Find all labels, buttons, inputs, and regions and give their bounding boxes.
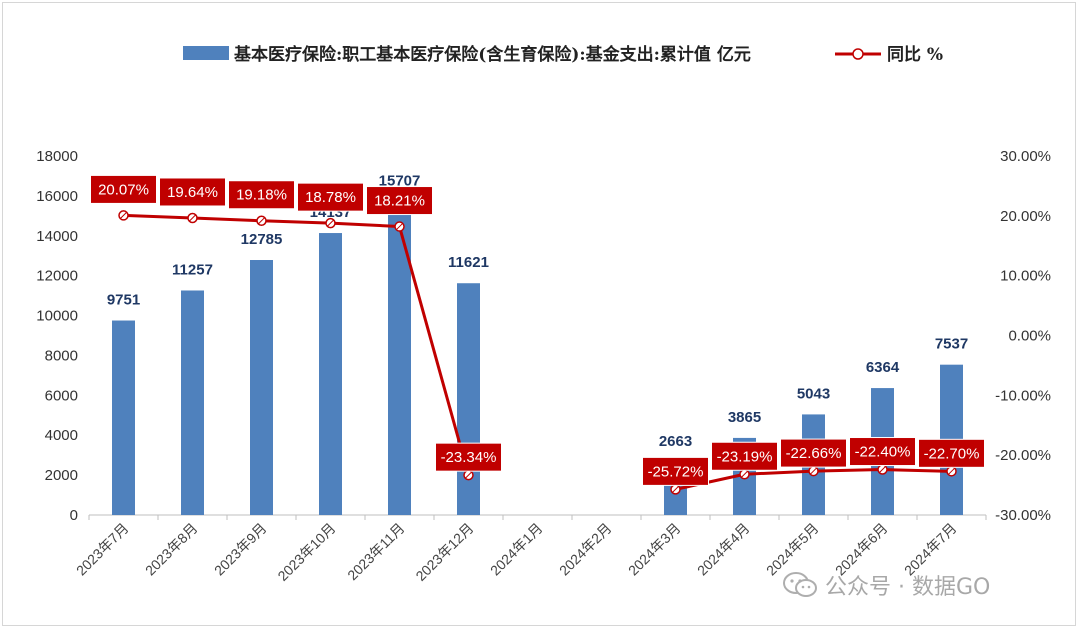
bar-value-label: 5043 <box>797 385 830 402</box>
x-category-label: 2023年9月 <box>211 520 270 579</box>
y-left-tick-label: 10000 <box>36 308 78 325</box>
yoy-value-label: 19.64% <box>167 184 218 201</box>
yoy-label-box <box>159 177 226 207</box>
x-category-label: 2024年1月 <box>487 520 546 579</box>
bar-value-label: 2663 <box>659 433 692 450</box>
yoy-label-box <box>435 442 502 472</box>
yoy-label-box <box>918 438 985 468</box>
y-left-tick-label: 14000 <box>36 228 78 245</box>
yoy-value-label: -22.66% <box>786 445 842 462</box>
y-right-tick-label: -10.00% <box>995 387 1051 404</box>
yoy-label-box <box>849 437 916 467</box>
bar-value-label: 12785 <box>241 231 283 248</box>
yoy-marker-slash <box>810 467 817 475</box>
bar-value-label: 6364 <box>866 359 900 376</box>
yoy-marker-slash <box>189 214 196 222</box>
bar-value-label: 3865 <box>728 409 761 426</box>
x-category-label: 2023年8月 <box>142 520 201 579</box>
data-labels: 9751112571278514137157071162126633865504… <box>90 173 985 486</box>
chart-legend: 基本医疗保险:职工基本医疗保险(含生育保险):基金支出:累计值 亿元 同比 % <box>183 44 943 65</box>
yoy-label-box <box>711 441 778 471</box>
yoy-value-label: 18.78% <box>305 189 356 206</box>
yoy-marker-slash <box>879 466 886 473</box>
y-left-tick-label: 6000 <box>45 387 78 404</box>
yoy-marker-slash <box>120 212 127 219</box>
legend-line-marker <box>852 48 864 60</box>
yoy-label-box <box>366 186 433 216</box>
yoy-label-box <box>90 174 157 204</box>
x-category-label: 2024年3月 <box>625 520 684 579</box>
y-right-tick-label: 30.00% <box>1000 148 1051 165</box>
x-category-label: 2023年7月 <box>73 520 132 579</box>
yoy-value-label: -25.72% <box>648 463 704 480</box>
y-right-tick-label: 10.00% <box>1000 268 1051 285</box>
y-left-tick-label: 2000 <box>45 467 78 484</box>
yoy-label-box <box>228 180 295 210</box>
bar <box>112 320 135 515</box>
y-left-tick-label: 16000 <box>36 188 78 205</box>
legend-bar-label: 基本医疗保险:职工基本医疗保险(含生育保险):基金支出:累计值 亿元 <box>233 44 751 65</box>
bar-value-label: 9751 <box>107 292 140 309</box>
yoy-marker-slash <box>327 219 334 227</box>
legend-bar-swatch <box>183 46 229 60</box>
bar <box>319 233 342 515</box>
yoy-marker-slash <box>258 217 265 225</box>
x-category-label: 2024年2月 <box>556 520 615 579</box>
yoy-value-label: -22.70% <box>924 445 980 462</box>
legend-line-label: 同比 % <box>887 44 943 65</box>
yoy-marker-slash <box>948 467 955 475</box>
yoy-value-label: -23.19% <box>717 448 773 465</box>
yoy-value-label: -23.34% <box>441 449 497 466</box>
watermark: 公众号 · 数据GO <box>783 569 990 601</box>
wechat-icon <box>783 572 817 597</box>
y-right-tick-label: 0.00% <box>1008 328 1051 345</box>
yoy-value-label: 20.07% <box>98 181 149 198</box>
y-left-tick-label: 4000 <box>45 427 78 444</box>
y-right-tick-label: -30.00% <box>995 507 1051 524</box>
combo-chart: 基本医疗保险:职工基本医疗保险(含生育保险):基金支出:累计值 亿元 同比 % … <box>36 44 1051 584</box>
y-left-tick-label: 0 <box>70 507 78 524</box>
y-left-tick-label: 18000 <box>36 148 78 165</box>
yoy-marker-slash <box>741 470 748 478</box>
bar-value-label: 11621 <box>448 254 489 271</box>
x-category-label: 2023年12月 <box>412 520 476 584</box>
watermark-text: 公众号 · 数据GO <box>825 575 991 600</box>
yoy-label-box <box>642 456 709 486</box>
bar-series <box>112 201 963 515</box>
x-category-label: 2024年4月 <box>694 520 753 579</box>
x-category-label: 2023年10月 <box>274 520 338 584</box>
bar-value-label: 11257 <box>172 261 213 278</box>
yoy-marker-slash <box>672 486 679 493</box>
y-left-tick-label: 8000 <box>45 347 78 364</box>
bar <box>181 290 204 515</box>
yoy-label-box <box>780 438 847 468</box>
bar <box>388 201 411 515</box>
y-right-tick-label: -20.00% <box>995 447 1051 464</box>
yoy-line-segment <box>123 213 470 476</box>
y-right-tick-label: 20.00% <box>1000 208 1051 225</box>
yoy-marker-slash <box>465 471 472 479</box>
bar-value-label: 7537 <box>935 336 968 353</box>
x-category-label: 2023年11月 <box>344 520 407 583</box>
bar-value-label: 15707 <box>379 173 421 190</box>
yoy-value-label: 18.21% <box>374 193 425 210</box>
yoy-value-label: 19.18% <box>236 187 287 204</box>
yoy-value-label: -22.40% <box>855 444 911 461</box>
yoy-marker-slash <box>396 223 403 230</box>
bar <box>250 260 273 515</box>
yoy-label-box <box>297 182 364 212</box>
line-series <box>118 210 957 495</box>
y-left-tick-label: 12000 <box>36 268 78 285</box>
